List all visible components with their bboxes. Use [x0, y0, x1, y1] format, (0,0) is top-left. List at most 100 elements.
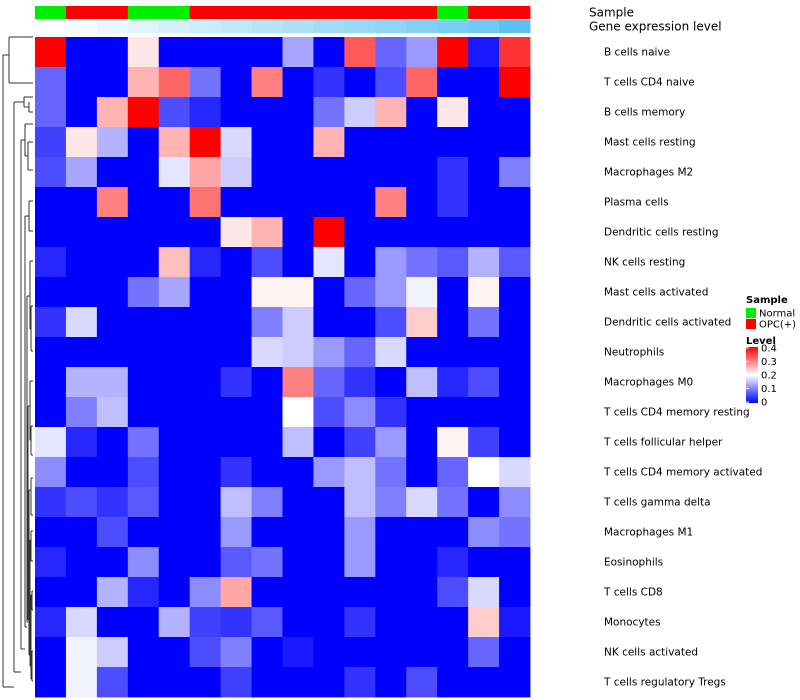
heatmap-cell [406, 427, 438, 458]
heatmap-cell [375, 547, 407, 578]
heatmap-cell [375, 427, 407, 458]
annotation-label-expression: Gene expression level [589, 20, 722, 34]
heatmap-cell [35, 337, 67, 368]
heatmap-cell [499, 487, 531, 518]
heatmap-cell [282, 607, 314, 638]
heatmap-cell [282, 187, 314, 218]
heatmap-cell [189, 547, 222, 578]
heatmap-cell [127, 127, 160, 158]
heatmap-cell [251, 427, 283, 458]
heatmap-cell [468, 337, 500, 368]
expression-annotation-cell [406, 20, 438, 33]
heatmap-cell [35, 217, 67, 248]
sample-legend-label: Normal [759, 309, 795, 320]
heatmap-cell [220, 637, 252, 668]
heatmap-cell [96, 157, 129, 188]
heatmap-cell [437, 307, 469, 338]
heatmap-cell [375, 67, 407, 98]
row-label: T cells gamma delta [603, 497, 711, 509]
heatmap-cell [437, 667, 469, 698]
heatmap-cell [282, 487, 314, 518]
level-legend: Level 0.4 0.3 0.2 0.1 0 [746, 336, 777, 409]
heatmap-cell [437, 187, 469, 218]
heatmap-cell [344, 427, 376, 458]
heatmap-cell [468, 157, 500, 188]
row-label: Mast cells resting [604, 137, 696, 149]
heatmap-cell [65, 367, 98, 398]
heatmap-cell [468, 307, 500, 338]
heatmap-cell [251, 307, 283, 338]
heatmap-cell [406, 397, 438, 428]
heatmap-cell [344, 67, 376, 98]
heatmap-cell [35, 517, 67, 548]
heatmap-cell [313, 607, 345, 638]
heatmap-cell [65, 307, 98, 338]
heatmap-cell [468, 247, 500, 278]
heatmap-cell [127, 547, 160, 578]
expression-annotation-cell [220, 20, 252, 33]
heatmap-cell [158, 337, 191, 368]
heatmap-cell [251, 577, 283, 608]
heatmap-cell [437, 97, 469, 128]
heatmap-cell [344, 97, 376, 128]
heatmap-cell [189, 187, 222, 218]
heatmap-cell [406, 97, 438, 128]
heatmap-cell [282, 637, 314, 668]
expression-annotation-cell [189, 20, 222, 33]
heatmap-cell [313, 307, 345, 338]
heatmap-cell [65, 37, 98, 68]
heatmap-cell [375, 667, 407, 698]
heatmap-cell [127, 487, 160, 518]
heatmap-cell [406, 457, 438, 488]
heatmap-cell [158, 607, 191, 638]
heatmap-cell [189, 517, 222, 548]
heatmap-cell [406, 667, 438, 698]
heatmap-cell [96, 187, 129, 218]
heatmap-cell [127, 157, 160, 188]
heatmap-cell [375, 307, 407, 338]
heatmap-cell [406, 67, 438, 98]
heatmap-cell [468, 37, 500, 68]
heatmap-cell [158, 157, 191, 188]
heatmap-cell [96, 217, 129, 248]
expression-annotation-cell [282, 20, 314, 33]
heatmap-cell [96, 547, 129, 578]
sample-annotation-cell [344, 6, 376, 19]
expression-annotation-cell [65, 20, 98, 33]
heatmap-cell [251, 187, 283, 218]
heatmap-cell [220, 187, 252, 218]
heatmap-cell [220, 127, 252, 158]
heatmap-cell [127, 427, 160, 458]
heatmap-cell [65, 127, 98, 158]
heatmap-cell [35, 187, 67, 218]
heatmap-cell [313, 247, 345, 278]
heatmap-cell [96, 457, 129, 488]
heatmap-cell [499, 577, 531, 608]
heatmap-cell [251, 97, 283, 128]
heatmap-cell [375, 457, 407, 488]
heatmap-cell [468, 97, 500, 128]
heatmap-cell [344, 367, 376, 398]
heatmap-cell [375, 217, 407, 248]
heatmap-cell [437, 277, 469, 308]
heatmap-cell [158, 307, 191, 338]
heatmap-cell [35, 247, 67, 278]
heatmap-cell [313, 487, 345, 518]
heatmap-cell [437, 127, 469, 158]
heatmap-cell [220, 247, 252, 278]
row-label: Dendritic cells activated [604, 317, 731, 329]
heatmap-cell [220, 547, 252, 578]
heatmap-cell [220, 67, 252, 98]
heatmap-cell [158, 547, 191, 578]
row-labels: B cells naive T cells CD4 naive B cells me… [603, 47, 762, 689]
heatmap-cell [158, 517, 191, 548]
heatmap-cell [437, 157, 469, 188]
heatmap-cell [251, 37, 283, 68]
heatmap-cell [406, 517, 438, 548]
heatmap-cell [406, 337, 438, 368]
heatmap-cell [406, 307, 438, 338]
heatmap-cell [35, 547, 67, 578]
heatmap-cell [127, 307, 160, 338]
heatmap-cell [35, 427, 67, 458]
row-label: Neutrophils [604, 347, 664, 359]
